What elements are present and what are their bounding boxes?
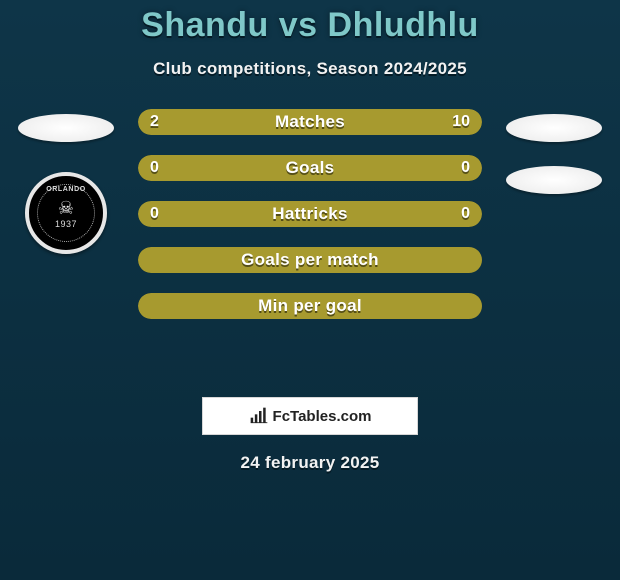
- brand-box[interactable]: FcTables.com: [202, 397, 418, 435]
- page-title: Shandu vs Dhludhlu: [0, 6, 620, 45]
- subtitle: Club competitions, Season 2024/2025: [0, 59, 620, 79]
- club-badge: ORLANDO ☠ 1937: [25, 172, 107, 254]
- club-right-placeholder: [506, 166, 602, 194]
- left-player-col: ORLANDO ☠ 1937: [6, 109, 126, 254]
- bar-right-value: 0: [461, 155, 470, 181]
- right-player-col: [494, 109, 614, 194]
- stat-row: Goals0 0: [138, 155, 482, 181]
- stat-row: Matches2 10: [138, 109, 482, 135]
- date-text: 24 february 2025: [0, 453, 620, 473]
- bar-right-value: 0: [461, 201, 470, 227]
- player-left-avatar-placeholder: [18, 114, 114, 142]
- bar-label: Goals: [138, 155, 482, 181]
- player-right-avatar-placeholder: [506, 114, 602, 142]
- bar-right-value: 10: [452, 109, 470, 135]
- stat-row: Min per goal: [138, 293, 482, 319]
- stats-chart: ORLANDO ☠ 1937 Matches210Goals00Hattrick…: [0, 109, 620, 379]
- stat-row: Goals per match: [138, 247, 482, 273]
- bar-label: Matches: [138, 109, 482, 135]
- stat-bars: Matches210Goals00Hattricks00Goals per ma…: [138, 109, 482, 319]
- brand-name: FcTables.com: [273, 408, 372, 425]
- bar-left-value: 0: [150, 201, 159, 227]
- comparison-page: Shandu vs Dhludhlu Club competitions, Se…: [0, 0, 620, 580]
- bars-icon: [249, 406, 269, 426]
- badge-top-text: ORLANDO: [29, 186, 103, 193]
- stat-row: Hattricks0 0: [138, 201, 482, 227]
- bar-left-value: 0: [150, 155, 159, 181]
- bar-label: Hattricks: [138, 201, 482, 227]
- bar-label: Goals per match: [138, 247, 482, 273]
- bar-label: Min per goal: [138, 293, 482, 319]
- bar-left-value: 2: [150, 109, 159, 135]
